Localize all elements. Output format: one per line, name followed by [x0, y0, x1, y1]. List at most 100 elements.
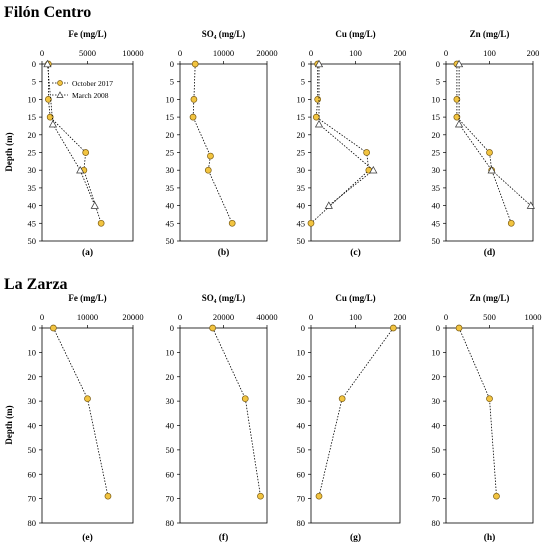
y-tick-label: 20	[432, 372, 441, 382]
y-tick-label: 50	[297, 236, 306, 246]
y-tick-label: 25	[432, 148, 441, 158]
y-tick-label: 30	[432, 396, 441, 406]
data-point-october-2017	[389, 324, 397, 332]
series-line-march-2008	[47, 63, 96, 206]
y-tick-label: 20	[432, 130, 441, 140]
panels: Fe (mg/L)0 5000 1000005101520253035404550D…	[4, 29, 542, 543]
y-tick-label: 40	[297, 421, 306, 431]
data-point-october-2017	[493, 492, 500, 500]
x-tick-label: 0	[40, 48, 44, 58]
y-tick-label: 25	[28, 148, 37, 158]
series-line-october-2017	[456, 64, 512, 224]
data-point-october-2017	[453, 113, 461, 121]
data-point-march-2008	[324, 201, 333, 209]
y-tick-label: 50	[28, 236, 37, 246]
data-point-october-2017	[314, 96, 322, 103]
data-point-october-2017	[45, 96, 52, 103]
y-tick-label: 70	[28, 494, 37, 504]
x-tick-label: 10000	[122, 48, 143, 58]
data-point-october-2017	[307, 219, 315, 227]
y-tick-label: 40	[166, 421, 175, 431]
panel-label: (d)	[484, 247, 496, 258]
panel-label: (a)	[82, 247, 93, 258]
panel-label: (c)	[350, 247, 361, 258]
x-tick-label: 20000	[213, 312, 234, 322]
y-tick-label: 40	[28, 421, 37, 431]
y-tick-label: 20	[28, 130, 37, 140]
y-tick-label: 70	[297, 494, 306, 504]
data-point-october-2017	[507, 219, 515, 227]
data-point-october-2017	[84, 395, 91, 403]
legend-label-october: October 2017	[72, 79, 113, 88]
x-tick-label: 0	[40, 312, 44, 322]
y-tick-label: 10	[166, 347, 175, 357]
data-point-march-2008	[454, 59, 464, 68]
y-tick-label: 60	[297, 469, 306, 479]
panel-label: (g)	[350, 532, 361, 543]
y-tick-label: 5	[301, 77, 305, 87]
y-tick-label: 60	[166, 469, 175, 479]
data-point-october-2017	[50, 324, 57, 332]
y-tick-label: 10	[297, 347, 306, 357]
y-tick-label: 20	[297, 130, 306, 140]
y-tick-label: 10	[297, 94, 306, 104]
y-tick-label: 80	[297, 518, 306, 528]
y-tick-label: 50	[28, 445, 37, 455]
x-tick-label: 0	[309, 48, 313, 58]
y-tick-label: 20	[28, 372, 37, 382]
x-tick-label: 100	[349, 48, 362, 58]
y-tick-label: 0	[301, 323, 305, 333]
panel-h: Zn (mg/L) 0 500 1000 0 10 20 30 40 50 60 70 80 (h)	[432, 293, 542, 543]
panel-title: SO₄ (mg/L)	[202, 293, 245, 303]
y-tick-label: 35	[432, 183, 441, 193]
y-tick-label: 30	[297, 165, 306, 175]
panel-title: Fe (mg/L)	[68, 293, 106, 303]
data-point-october-2017	[97, 219, 105, 227]
y-tick-label: 35	[166, 183, 175, 193]
data-point-october-2017	[204, 166, 212, 174]
data-point-october-2017	[486, 395, 493, 403]
y-tick-label: 0	[32, 323, 36, 333]
x-tick-label: 20000	[256, 48, 277, 58]
x-tick-label: 10000	[77, 312, 98, 322]
y-tick-label: 45	[432, 218, 441, 228]
legend: October 2017 March 2008	[52, 79, 113, 100]
y-tick-label: 35	[28, 183, 37, 193]
section-title-la-zarza: La Zarza	[4, 276, 68, 293]
y-tick-label: 0	[170, 59, 174, 69]
y-tick-label: 30	[28, 165, 37, 175]
data-point-march-2008	[487, 165, 496, 174]
y-tick-label: 0	[32, 59, 36, 69]
legend-marker-march	[56, 91, 64, 98]
plot-frame	[179, 327, 268, 524]
data-point-march-2008	[454, 119, 464, 128]
plot-frame	[445, 327, 534, 524]
x-tick-label: 0	[178, 48, 182, 58]
panel-e: Fe (mg/L) 0 10000 20000 0 10 20 30 40 50 60 70 80 Dep…	[4, 293, 144, 543]
x-tick-label: 10000	[213, 48, 234, 58]
x-tick-label: 200	[527, 48, 540, 58]
y-tick-label: 5	[436, 77, 440, 87]
data-point-october-2017	[455, 324, 463, 332]
x-tick-label: 0	[444, 48, 448, 58]
y-tick-label: 50	[297, 445, 306, 455]
data-point-march-2008	[76, 165, 85, 174]
data-point-march-2008	[48, 119, 58, 128]
x-tick-label: 100	[349, 312, 362, 322]
y-tick-label: 15	[28, 112, 37, 122]
y-tick-label: 40	[432, 421, 441, 431]
data-point-october-2017	[338, 395, 346, 403]
y-tick-label: 40	[28, 201, 37, 211]
panel-label: (f)	[219, 532, 229, 543]
y-tick-label: 10	[28, 347, 37, 357]
y-tick-label: 0	[301, 59, 305, 69]
y-tick-label: 15	[297, 112, 306, 122]
series-line-october-2017	[212, 327, 261, 497]
data-point-october-2017	[453, 96, 461, 103]
series-line-march-2008	[458, 64, 532, 206]
x-tick-label: 500	[483, 312, 496, 322]
x-tick-label: 5000	[79, 48, 96, 58]
data-point-october-2017	[312, 113, 320, 121]
y-axis-label: Depth (m)	[4, 405, 14, 444]
y-tick-label: 70	[166, 494, 175, 504]
